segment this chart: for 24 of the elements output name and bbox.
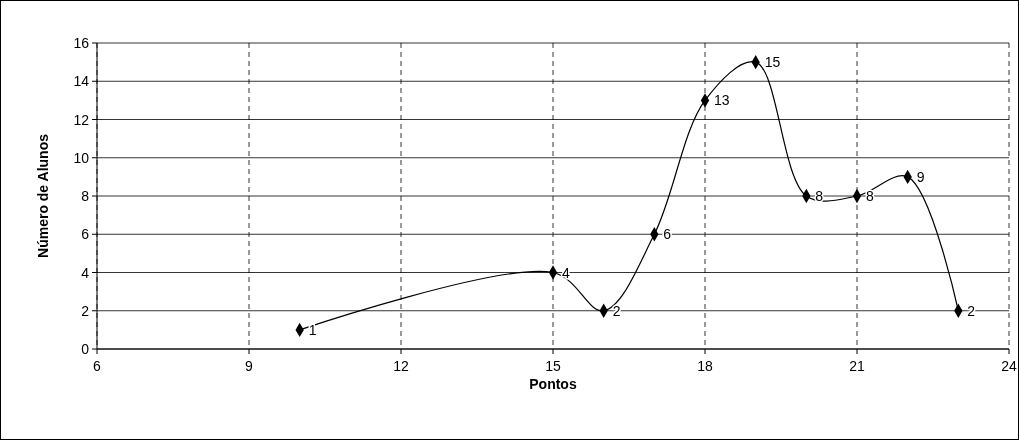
y-tick-label: 14 [73, 73, 90, 90]
y-tick-label: 2 [81, 302, 90, 319]
y-tick-label: 16 [73, 35, 90, 51]
x-tick-label: 18 [697, 358, 713, 374]
data-label: 15 [764, 54, 781, 71]
x-tick-label: 15 [545, 358, 561, 374]
x-tick-label: 21 [849, 358, 865, 374]
data-label: 8 [815, 188, 824, 204]
x-tick-label: 12 [393, 358, 409, 374]
y-tick-label: 0 [81, 341, 90, 357]
data-label: 1 [308, 321, 317, 338]
y-tick-label: 6 [81, 226, 90, 243]
y-tick-label: 10 [73, 149, 90, 166]
data-label: 8 [866, 188, 874, 204]
y-axis-title: Número de Alunos [35, 133, 51, 258]
y-tick-label: 4 [81, 264, 90, 281]
data-label: 13 [714, 92, 730, 109]
x-tick-label: 6 [93, 358, 102, 374]
y-tick-label: 12 [73, 111, 90, 128]
x-tick-label: 9 [245, 358, 254, 374]
y-tick-label: 8 [81, 188, 90, 204]
x-axis-title: Pontos [529, 376, 577, 392]
data-label: 9 [916, 168, 925, 185]
x-tick-label: 24 [1001, 358, 1017, 374]
